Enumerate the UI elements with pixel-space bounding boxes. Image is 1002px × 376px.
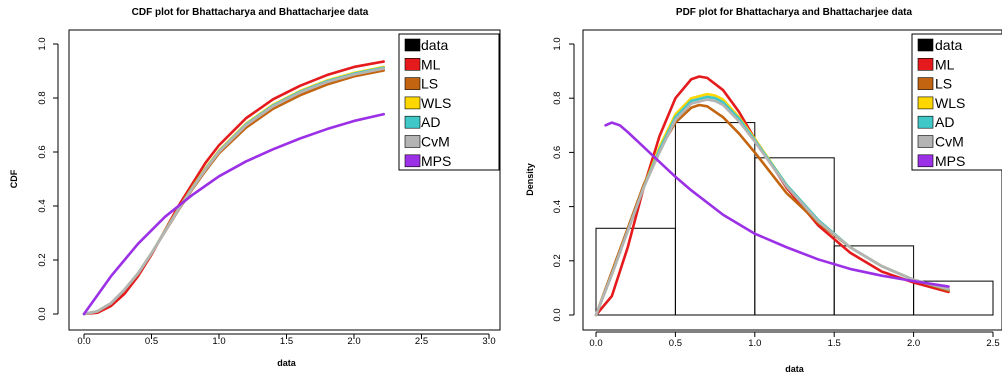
pdf-legend-label-ls: LS <box>935 76 952 92</box>
cdf-x-tick-label: 1.5 <box>280 336 293 347</box>
pdf-series-ls-line <box>594 103 950 317</box>
cdf-y-tick-label: 0.4 <box>37 199 48 212</box>
pdf-legend-label-data: data <box>935 37 962 53</box>
pdf-legend: data ML LS WLS AD CvM MPS <box>911 33 1002 171</box>
cdf-legend-swatch-cvm <box>404 135 421 148</box>
pdf-y-axis: 0.0 0.2 0.4 0.6 0.8 1.0 Density <box>525 37 575 322</box>
pdf-x-tick-label: 2.5 <box>986 338 999 349</box>
pdf-y-tick-label: 0.6 <box>552 146 563 159</box>
cdf-legend-swatch-mps <box>404 154 421 168</box>
pdf-legend-swatch-cvm <box>917 135 934 148</box>
cdf-x-axis: 0.0 0.5 1.0 1.5 2.0 2.5 3.0 data <box>77 333 496 368</box>
cdf-legend-label-wls: WLS <box>421 95 451 111</box>
pdf-legend-swatch-data <box>917 38 934 52</box>
pdf-legend-swatch-ml <box>917 57 934 71</box>
cdf-legend-label-ad: AD <box>421 114 440 130</box>
pdf-y-tick-label: 0.0 <box>552 308 563 321</box>
cdf-y-tick-label: 0.8 <box>37 91 48 104</box>
cdf-series-ls-line <box>82 69 385 316</box>
cdf-x-tick-label: 3.0 <box>482 336 495 347</box>
cdf-chart-title: CDF plot for Bhattacharya and Bhattachar… <box>132 7 369 18</box>
pdf-histogram-bar <box>833 245 915 316</box>
cdf-y-tick-label: 0.2 <box>37 253 48 266</box>
pdf-legend-swatch-ad <box>917 115 934 129</box>
pdf-x-tick-label: 0.0 <box>589 338 602 349</box>
pdf-legend-label-ad: AD <box>935 114 954 130</box>
pdf-series-ad-line <box>594 95 950 317</box>
pdf-legend-swatch-ls <box>917 77 934 90</box>
pdf-chart-title: PDF plot for Bhattacharya and Bhattachar… <box>676 7 913 18</box>
pdf-legend-swatch-mps <box>917 154 934 168</box>
cdf-plot-frame <box>68 29 501 331</box>
cdf-chart: CDF plot for Bhattacharya and Bhattachar… <box>9 7 501 368</box>
cdf-y-tick-label: 1.0 <box>37 37 48 50</box>
cdf-x-tick-label: 0.5 <box>145 336 158 347</box>
pdf-x-tick-label: 2.0 <box>907 338 920 349</box>
pdf-legend-swatch-wls <box>917 96 934 110</box>
cdf-series-ad-line <box>82 66 385 316</box>
cdf-legend-label-ml: ML <box>421 56 441 72</box>
pdf-x-axis-label: data <box>785 364 805 374</box>
cdf-legend-label-data: data <box>421 37 448 53</box>
pdf-series-wls-line <box>594 92 950 317</box>
cdf-legend-swatch-ls <box>404 77 421 90</box>
pdf-y-tick-label: 0.2 <box>552 254 563 267</box>
pdf-y-axis-label: Density <box>525 163 535 196</box>
pdf-x-axis: 0.0 0.5 1.0 1.5 2.0 2.5 data <box>589 331 1000 374</box>
cdf-legend-swatch-wls <box>404 96 421 110</box>
cdf-x-tick-label: 2.0 <box>347 336 360 347</box>
pdf-plot-frame <box>582 29 1002 331</box>
cdf-y-axis: 0.0 0.2 0.4 0.6 0.8 1.0 CDF <box>9 37 59 321</box>
pdf-legend-label-cvm: CvM <box>935 134 964 150</box>
pdf-x-tick-label: 1.5 <box>828 338 841 349</box>
pdf-legend-label-ml: ML <box>935 56 955 72</box>
cdf-x-tick-label: 0.0 <box>77 336 90 347</box>
cdf-x-tick-label: 1.0 <box>212 336 225 347</box>
pdf-curves <box>594 75 950 317</box>
cdf-legend-label-cvm: CvM <box>421 134 450 150</box>
cdf-legend-swatch-ad <box>404 115 421 129</box>
pdf-y-tick-label: 0.4 <box>552 200 563 213</box>
pdf-legend-label-wls: WLS <box>935 95 965 111</box>
pdf-histogram-bar <box>674 122 756 316</box>
pdf-x-tick-label: 1.0 <box>748 338 761 349</box>
pdf-histogram-bar <box>754 157 835 316</box>
cdf-x-tick-label: 2.5 <box>415 336 428 347</box>
cdf-y-tick-label: 0.0 <box>37 307 48 320</box>
cdf-legend-swatch-ml <box>404 57 421 71</box>
cdf-series-cvm-line <box>82 67 385 316</box>
pdf-y-tick-label: 1.0 <box>552 37 563 50</box>
cdf-y-axis-label: CDF <box>9 169 19 188</box>
pdf-series-cvm-line <box>594 98 950 317</box>
cdf-series-mps-line <box>82 112 385 316</box>
pdf-series-mps-line <box>604 121 950 288</box>
cdf-x-axis-label: data <box>277 358 297 368</box>
cdf-legend-swatch-data <box>404 38 421 52</box>
cdf-legend-label-mps: MPS <box>421 153 451 169</box>
cdf-curves <box>82 60 385 316</box>
cdf-legend: data ML LS WLS AD CvM MPS <box>398 33 500 171</box>
cdf-series-ml-line <box>82 60 385 316</box>
cdf-series-wls-line <box>82 65 385 316</box>
pdf-y-tick-label: 0.8 <box>552 92 563 105</box>
pdf-histogram-bar <box>913 280 994 316</box>
cdf-y-tick-label: 0.6 <box>37 145 48 158</box>
cdf-legend-label-ls: LS <box>421 76 438 92</box>
pdf-legend-label-mps: MPS <box>935 153 965 169</box>
pdf-x-tick-label: 0.5 <box>669 338 682 349</box>
pdf-chart: PDF plot for Bhattacharya and Bhattachar… <box>525 7 1002 374</box>
pdf-histogram <box>595 122 994 316</box>
